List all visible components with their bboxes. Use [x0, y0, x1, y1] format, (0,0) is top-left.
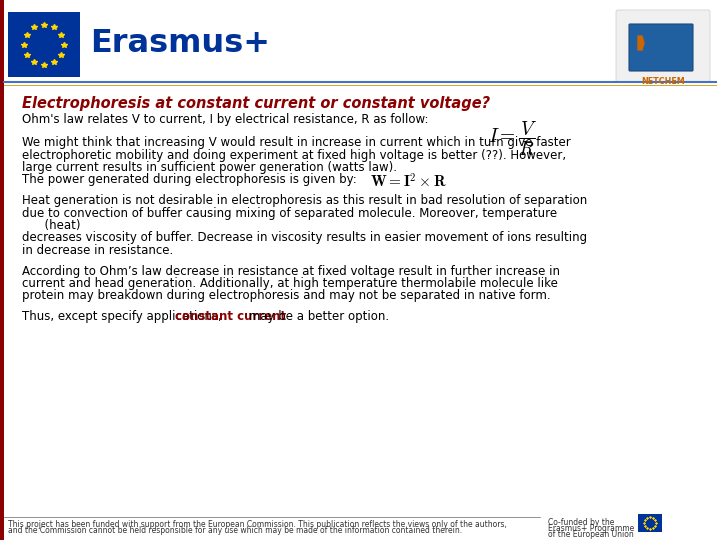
Text: large current results in sufficient power generation (watts law).: large current results in sufficient powe…	[22, 161, 397, 174]
Text: protein may breakdown during electrophoresis and may not be separated in native : protein may breakdown during electrophor…	[22, 289, 551, 302]
Text: due to convection of buffer causing mixing of separated molecule. Moreover, temp: due to convection of buffer causing mixi…	[22, 206, 557, 219]
Text: Erasmus+: Erasmus+	[90, 29, 270, 59]
Text: electrophoretic mobility and doing experiment at fixed high voltage is better (?: electrophoretic mobility and doing exper…	[22, 148, 566, 161]
Text: current and head generation. Additionally, at high temperature thermolabile mole: current and head generation. Additionall…	[22, 277, 558, 290]
Text: (heat): (heat)	[22, 219, 81, 232]
Text: Electrophoresis at constant current or constant voltage?: Electrophoresis at constant current or c…	[22, 96, 490, 111]
Text: $\mathbf{W} = \mathbf{I}^2 \times \mathbf{R}$: $\mathbf{W} = \mathbf{I}^2 \times \mathb…	[370, 172, 447, 191]
Bar	[8, 12, 80, 77]
Text: Heat generation is not desirable in electrophoresis as this result in bad resolu: Heat generation is not desirable in elec…	[22, 194, 588, 207]
Text: Ohm's law relates V to current, I by electrical resistance, R as follow:: Ohm's law relates V to current, I by ele…	[22, 113, 428, 126]
Text: According to Ohm’s law decrease in resistance at fixed voltage result in further: According to Ohm’s law decrease in resis…	[22, 265, 560, 278]
Text: of the European Union: of the European Union	[548, 530, 634, 539]
Bar	[0, 0, 4, 540]
FancyBboxPatch shape	[616, 10, 710, 82]
Text: constant current: constant current	[175, 310, 287, 323]
Text: decreases viscosity of buffer. Decrease in viscosity results in easier movement : decreases viscosity of buffer. Decrease …	[22, 232, 587, 245]
Text: Erasmus+ Programme: Erasmus+ Programme	[548, 524, 634, 533]
Text: in decrease in resistance.: in decrease in resistance.	[22, 244, 174, 257]
Text: NETCHEM: NETCHEM	[641, 77, 685, 86]
Text: Co-funded by the: Co-funded by the	[548, 518, 614, 527]
Bar	[638, 514, 662, 532]
FancyBboxPatch shape	[629, 24, 693, 71]
Text: may be a better option.: may be a better option.	[246, 310, 390, 323]
Text: The power generated during electrophoresis is given by:: The power generated during electrophores…	[22, 173, 356, 186]
Polygon shape	[638, 36, 644, 50]
Text: $I = \dfrac{V}{R}$: $I = \dfrac{V}{R}$	[488, 120, 537, 158]
Text: We might think that increasing V would result in increase in current which in tu: We might think that increasing V would r…	[22, 136, 571, 149]
Text: Thus, except specify applications,: Thus, except specify applications,	[22, 310, 225, 323]
Text: and the Commission cannot be held responsible for any use which may be made of t: and the Commission cannot be held respon…	[8, 526, 462, 535]
Text: This project has been funded with support from the European Commission. This pub: This project has been funded with suppor…	[8, 520, 507, 529]
